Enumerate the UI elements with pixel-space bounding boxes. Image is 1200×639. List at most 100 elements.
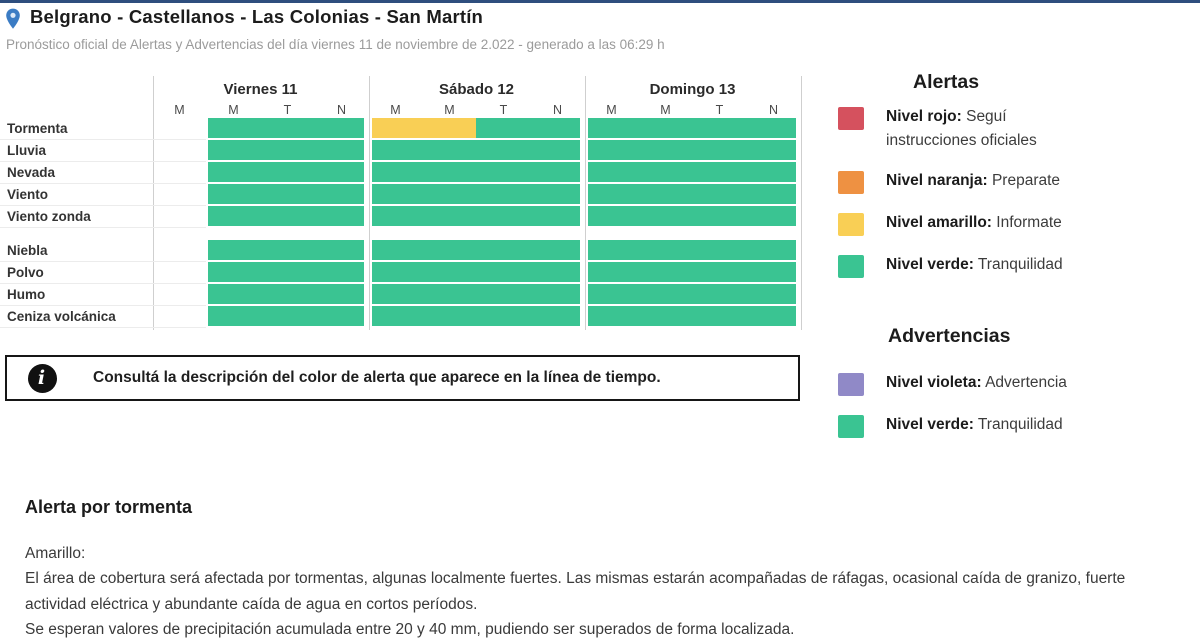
row-separator-line [0,261,206,262]
period-label: M [228,103,239,117]
legend-item: Nivel verde: Tranquilidad [838,415,1168,438]
info-icon [28,363,57,393]
timeline-cell-green[interactable] [207,306,364,326]
period-label: M [606,103,617,117]
red-level-swatch [838,107,864,130]
timeline-cell-yellow[interactable] [371,118,476,138]
row-separator-line [0,161,206,162]
yellow-level-swatch [838,213,864,236]
timeline-cell-green[interactable] [587,140,796,160]
timeline-cell-green[interactable] [371,284,580,304]
alerts-timeline-grid: Viernes 11 M M T N Sábado 12 M M T N Domingo 13 M M T… [0,0,810,340]
legend-item-text: Nivel verde: Tranquilidad [886,256,1063,273]
alert-paragraphs: El área de cobertura será afectada por t… [25,566,1185,639]
timeline-cell-green[interactable] [207,206,364,226]
legend-panel: Alertas Nivel rojo: Seguí instrucciones … [838,70,1168,438]
alert-paragraph: El área de cobertura será afectada por t… [25,570,1126,613]
timeline-cell-green[interactable] [371,162,580,182]
row-separator-line [0,227,206,228]
warnings-legend-items: Nivel violeta: Advertencia Nivel verde: T… [838,373,1168,438]
alert-detail-section: Alerta por tormenta Amarillo: El área de… [25,497,1185,639]
timeline-cell-green[interactable] [371,240,580,260]
alerts-legend-items: Nivel rojo: Seguí instrucciones oficiale… [838,107,1168,278]
page-title: Belgrano - Castellanos - Las Colonias - … [30,6,484,27]
phenomenon-label: Tormenta [7,121,68,136]
row-separator-line [0,327,206,328]
period-label: M [444,103,455,117]
legend-item: Nivel naranja: Preparate [838,171,1168,194]
period-label: T [499,103,508,117]
phenomenon-label: Lluvia [7,143,47,158]
grid-vertical-line [368,76,370,330]
period-label: N [552,103,563,117]
timeline-cell-green[interactable] [587,284,796,304]
legend-item: Nivel verde: Tranquilidad [838,255,1168,278]
timeline-cell-green[interactable] [207,284,364,304]
grid-vertical-line [152,76,154,330]
legend-item: Nivel amarillo: Informate [838,213,1168,236]
timeline-cell-green[interactable] [587,306,796,326]
timeline-cell-green[interactable] [207,140,364,160]
day-header: Viernes 11 [223,81,298,98]
period-label: N [336,103,347,117]
phenomenon-label: Niebla [7,243,48,258]
timeline-cell-green[interactable] [371,262,580,282]
timeline-cell-green[interactable] [587,262,796,282]
page-header: Belgrano - Castellanos - Las Colonias - … [5,6,483,30]
row-separator-line [0,183,206,184]
timeline-cell-green[interactable] [587,206,796,226]
timeline-cell-green[interactable] [207,162,364,182]
timeline-cell-green[interactable] [587,118,796,138]
phenomenon-label: Humo [7,287,46,302]
timeline-cell-green[interactable] [371,184,580,204]
row-separator-line [0,139,206,140]
timeline-cell-green[interactable] [207,184,364,204]
info-box: Consultá la descripción del color de ale… [5,355,800,401]
alert-detail-body: Amarillo: El área de cobertura será afec… [25,541,1185,639]
alert-level-label: Amarillo: [25,545,86,562]
row-separator-line [0,305,206,306]
violet-level-swatch [838,373,864,396]
green-level-swatch [838,255,864,278]
phenomenon-label: Polvo [7,265,44,280]
timeline-cell-green[interactable] [587,240,796,260]
phenomenon-label: Ceniza volcánica [7,309,116,324]
legend-item-text: Nivel rojo: Seguí instrucciones oficiale… [886,108,1037,149]
grid-vertical-line [800,76,802,330]
phenomenon-label: Viento zonda [7,209,91,224]
top-accent-bar [0,0,1200,3]
legend-item-text: Nivel verde: Tranquilidad [886,416,1063,433]
orange-level-swatch [838,171,864,194]
timeline-cell-green[interactable] [587,184,796,204]
timeline-cell-green[interactable] [207,262,364,282]
timeline-cell-green[interactable] [475,118,580,138]
warnings-legend-title: Advertencias [888,325,1011,347]
row-separator-line [0,205,206,206]
timeline-cell-green[interactable] [371,140,580,160]
timeline-cell-green[interactable] [371,306,580,326]
timeline-cell-green[interactable] [207,118,364,138]
alerts-legend-title: Alertas [913,71,980,93]
day-header: Domingo 13 [649,81,736,98]
phenomenon-label: Nevada [7,165,56,180]
legend-item: Nivel rojo: Seguí instrucciones oficiale… [838,107,1168,153]
legend-item-text: Nivel naranja: Preparate [886,172,1061,189]
timeline-cell-green[interactable] [587,162,796,182]
day-header: Sábado 12 [438,81,515,98]
timeline-cell-green[interactable] [207,240,364,260]
period-label: M [390,103,401,117]
legend-item-text: Nivel violeta: Advertencia [886,374,1067,391]
phenomenon-label: Viento [7,187,49,202]
row-separator-line [0,283,206,284]
forecast-subtitle: Pronóstico oficial de Alertas y Adverten… [6,37,665,52]
period-label: T [715,103,724,117]
info-box-text: Consultá la descripción del color de ale… [93,369,661,386]
timeline-cell-green[interactable] [371,206,580,226]
period-label: N [768,103,779,117]
grid-vertical-line [584,76,586,330]
alert-paragraph: Se esperan valores de precipitación acum… [25,621,795,639]
period-label: T [283,103,292,117]
legend-item-text: Nivel amarillo: Informate [886,214,1062,231]
alert-detail-title: Alerta por tormenta [25,497,193,517]
